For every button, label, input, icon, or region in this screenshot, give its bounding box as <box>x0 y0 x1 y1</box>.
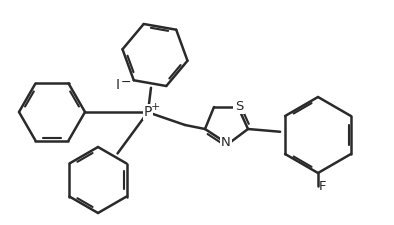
Text: N: N <box>221 137 231 149</box>
Text: −: − <box>121 76 131 88</box>
Text: I: I <box>116 78 120 92</box>
Text: P: P <box>144 105 152 119</box>
Text: S: S <box>235 99 243 112</box>
Text: F: F <box>319 180 327 193</box>
Text: +: + <box>151 102 160 112</box>
